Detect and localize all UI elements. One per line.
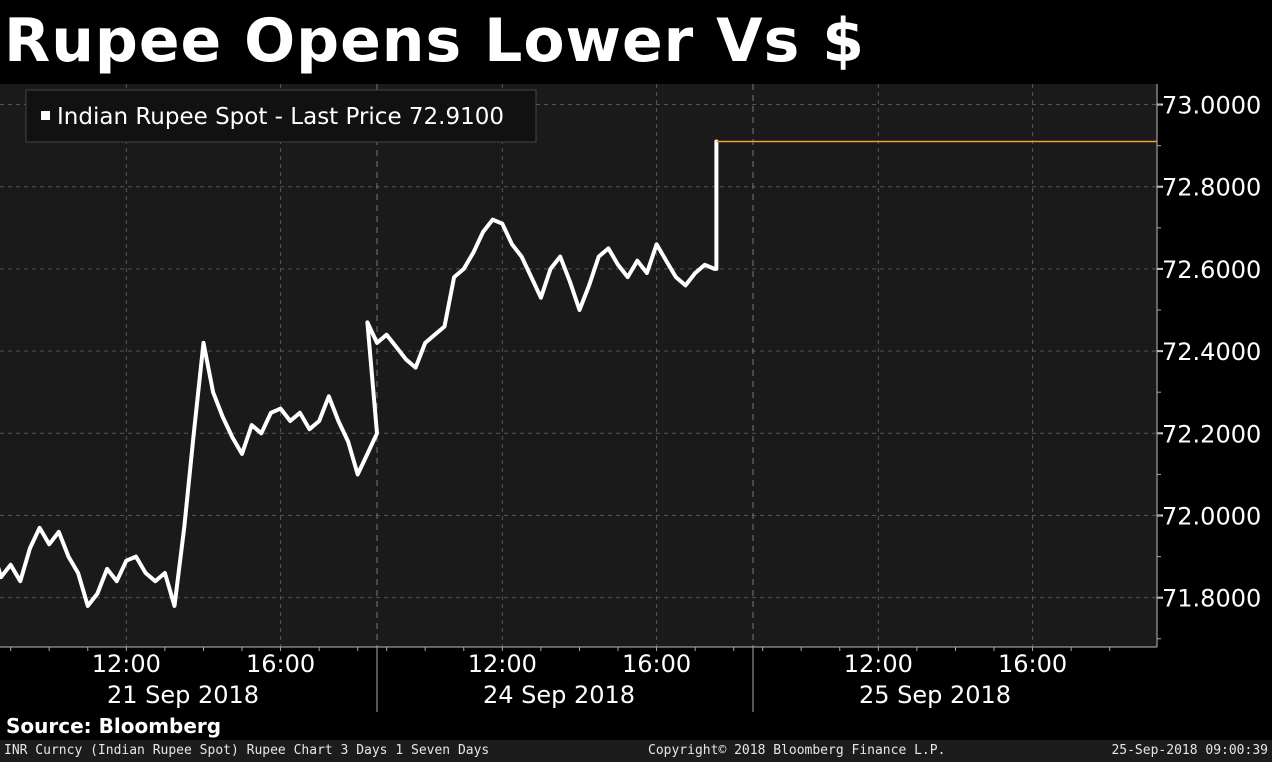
x-date-label: 24 Sep 2018	[483, 681, 635, 709]
legend-swatch	[41, 111, 50, 120]
y-tick-label: 73.0000	[1162, 92, 1261, 120]
y-tick-label: 71.8000	[1162, 585, 1261, 613]
chart-title: Rupee Opens Lower Vs $	[4, 6, 865, 76]
chart-canvas: 73.0000 72.8000 72.6000 72.4000 72.2000 72.00…	[0, 84, 1261, 712]
x-tick-label: 12:00	[92, 650, 161, 678]
plot-area	[0, 84, 1157, 647]
y-tick-label: 72.0000	[1162, 502, 1261, 530]
y-tick-label: 72.6000	[1162, 256, 1261, 284]
x-date-label: 21 Sep 2018	[107, 681, 259, 709]
footer-bar: INR Curncy (Indian Rupee Spot) Rupee Cha…	[0, 740, 1272, 762]
y-tick-label: 72.2000	[1162, 420, 1261, 448]
footer-timestamp: 25-Sep-2018 09:00:39	[1111, 743, 1268, 758]
x-tick-label: 12:00	[468, 650, 537, 678]
legend-label: Indian Rupee Spot - Last Price 72.9100	[57, 104, 504, 130]
x-tick-label: 16:00	[998, 650, 1067, 678]
footer-description: INR Curncy (Indian Rupee Spot) Rupee Cha…	[4, 743, 490, 758]
x-tick-label: 16:00	[622, 650, 691, 678]
legend-box	[25, 89, 537, 143]
price-line	[0, 139, 719, 608]
x-date-label: 25 Sep 2018	[859, 681, 1011, 709]
x-tick-label: 12:00	[844, 650, 913, 678]
y-tick-label: 72.8000	[1162, 174, 1261, 202]
x-tick-label: 16:00	[246, 650, 315, 678]
source-label: Source: Bloomberg	[6, 714, 222, 738]
footer-copyright: Copyright© 2018 Bloomberg Finance L.P.	[648, 743, 946, 758]
y-tick-label: 72.4000	[1162, 338, 1261, 366]
